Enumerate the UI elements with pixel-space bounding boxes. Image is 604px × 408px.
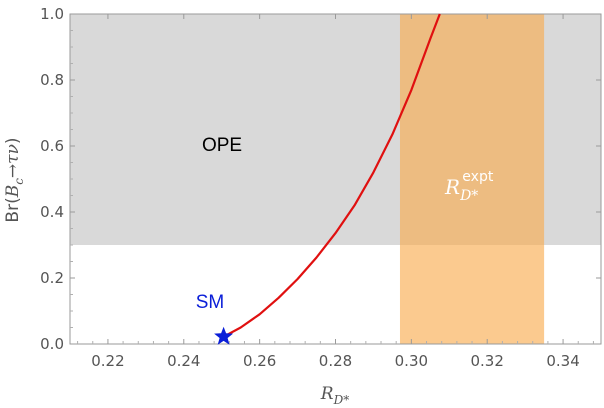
region-label-rd-expt: RD* expt (444, 169, 494, 204)
x-axis-label-sub: D* (333, 393, 350, 407)
y-tick-label: 0.8 (40, 71, 64, 89)
y-axis-label-nu: ν (3, 144, 23, 154)
y-tick-label: 0.2 (40, 269, 64, 287)
series-line (223, 13, 441, 338)
y-tick-label: 0.4 (40, 203, 64, 221)
x-axis-label-main: R (320, 384, 334, 404)
x-tick-label: 0.34 (546, 352, 579, 370)
marker-label-sm: SM (196, 292, 225, 313)
sm-star-marker (214, 326, 234, 345)
y-tick-label: 0.6 (40, 137, 64, 155)
region-rd-expt (399, 14, 545, 344)
region-label-ope: OPE (202, 135, 242, 156)
y-tick-label: 1.0 (40, 5, 64, 23)
series-layer (223, 13, 441, 338)
x-tick-label: 0.26 (243, 352, 276, 370)
x-tick-label: 0.24 (167, 352, 200, 370)
x-tick-label: 0.22 (91, 352, 124, 370)
x-axis-label: RD* (320, 384, 349, 407)
axis-ticks: 0.22 0.24 0.26 0.28 0.30 0.32 0.34 0.0 0.2 0.4 0.6… (40, 5, 601, 370)
region-label-rd-sub: D* (459, 188, 478, 204)
x-tick-label: 0.28 (319, 352, 352, 370)
shaded-regions (70, 14, 601, 344)
y-tick-label: 0.0 (40, 335, 64, 353)
y-axis-label-arrow: → (3, 164, 23, 178)
y-axis-label-c: c (12, 178, 26, 185)
y-axis-label-br: Br (3, 204, 23, 223)
x-tick-label: 0.32 (471, 352, 504, 370)
region-label-rd-main: R (444, 175, 460, 199)
x-tick-label: 0.30 (395, 352, 428, 370)
y-axis-label-tau: τ (3, 154, 23, 164)
y-axis-label-b: B (3, 185, 23, 199)
region-label-rd-sup: expt (462, 169, 494, 185)
markers-layer (214, 326, 234, 345)
y-axis-label: Br(Bc→τν) (3, 137, 26, 222)
